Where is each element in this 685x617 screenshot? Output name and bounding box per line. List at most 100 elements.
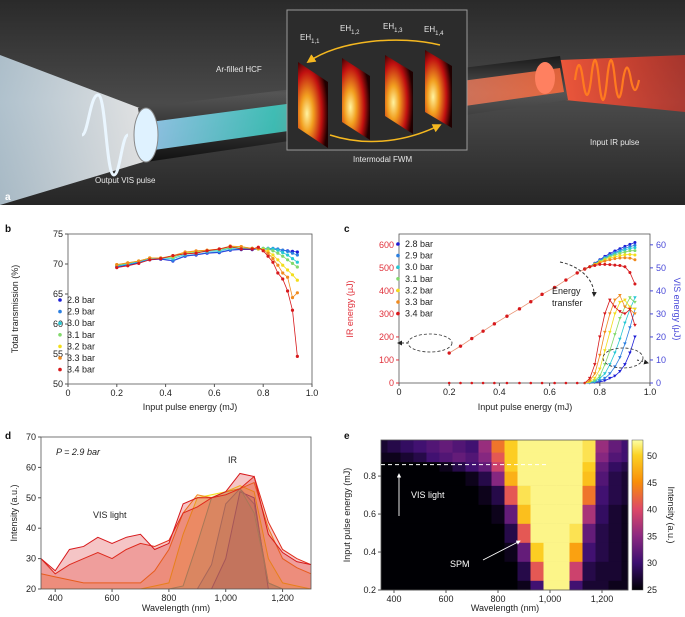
vis-data-point [587, 379, 592, 383]
ir-data-point [492, 322, 497, 326]
heatmap-cell [439, 471, 453, 486]
y-tick-label: 40 [26, 523, 36, 533]
heatmap-cell [621, 542, 629, 562]
heatmap-cell [387, 542, 401, 562]
heatmap-cell [491, 461, 505, 472]
heatmap-cell [608, 561, 622, 581]
output-beam [0, 55, 150, 205]
heatmap-cell [400, 440, 414, 453]
heatmap-cell [491, 561, 505, 581]
heatmap-cell [465, 440, 479, 453]
vis-data-point [613, 374, 617, 378]
heatmap-cell [465, 504, 479, 524]
vis-data-point [603, 330, 607, 334]
heatmap-cell [400, 504, 414, 524]
colorbar [631, 439, 644, 591]
data-point [171, 254, 175, 258]
heatmap-cell [569, 504, 583, 524]
data-point [286, 289, 290, 293]
heatmap-cell [621, 504, 629, 524]
vis-data-point [618, 300, 622, 304]
ir-data-point [598, 262, 602, 266]
ir-data-point [458, 344, 463, 348]
d-annotation-ir: IR [228, 455, 238, 465]
heatmap-cell [556, 561, 570, 581]
heatmap-cell [400, 561, 414, 581]
vis-data-point [592, 379, 597, 383]
ir-data-point [628, 247, 632, 251]
heatmap-cell [595, 471, 609, 486]
heatmap-cell [582, 561, 596, 581]
c-xlabel: Input pulse energy (mJ) [478, 402, 573, 412]
legend-label: 3.0 bar [67, 318, 95, 328]
vis-data-point [608, 376, 612, 380]
heatmap-cell [543, 542, 557, 562]
c-ylabel-left: IR energy (μJ) [345, 280, 355, 337]
vis-data-point [540, 381, 544, 385]
heatmap-cell [413, 461, 427, 472]
x-tick-label: 1,200 [591, 594, 614, 604]
heatmap-cell [595, 504, 609, 524]
ir-data-point [628, 242, 632, 246]
ir-data-point [618, 251, 622, 255]
heatmap-cell [439, 440, 453, 453]
heatmap-cell [381, 461, 388, 472]
heatmap-cell [517, 504, 531, 524]
data-point [290, 251, 295, 255]
heatmap-cell [595, 542, 609, 562]
heatmap-cell [621, 440, 629, 453]
x-tick-label: 0.8 [257, 388, 270, 398]
legend-marker [396, 311, 400, 316]
heatmap-cell [569, 471, 583, 486]
heatmap-cell [582, 440, 596, 453]
vis-data-point [608, 349, 612, 353]
ir-data-point [608, 258, 612, 262]
heatmap-cell [413, 440, 427, 453]
heatmap-cell [504, 485, 518, 505]
heatmap-cell [381, 523, 388, 543]
legend-marker [58, 298, 62, 302]
data-point [271, 253, 275, 257]
mode-eh14 [425, 50, 452, 128]
heatmap-cell [582, 542, 596, 562]
ir-data-point [505, 314, 509, 318]
panel-letter-a: a [5, 192, 11, 203]
y-tick-label: 75 [53, 229, 63, 239]
heatmap-cell [452, 440, 466, 453]
ir-data-point [633, 243, 637, 247]
heatmap-cell [381, 471, 388, 486]
y-right-tick-label: 20 [656, 332, 666, 342]
x-tick-label: 400 [386, 594, 401, 604]
heatmap-cell [582, 504, 596, 524]
spectrum-fill [41, 485, 311, 589]
vis-data-point [623, 321, 627, 325]
heatmap-cell [413, 580, 427, 591]
spectrum-line [41, 488, 311, 589]
heatmap-cell [556, 485, 570, 505]
legend-label: 3.3 bar [67, 353, 95, 363]
series-line-3-4-bar [116, 246, 298, 357]
data-point [276, 258, 280, 262]
heatmap-cell [400, 471, 414, 486]
heatmap-cell [413, 523, 427, 543]
heatmap-cell [569, 523, 583, 543]
fiber-label: Ar-filled HCF [216, 65, 262, 74]
vis-data-point [608, 363, 612, 367]
heatmap-cell [387, 440, 401, 453]
heatmap-cell [543, 580, 557, 591]
heatmap-cell [452, 452, 466, 463]
heatmap-cell [426, 452, 440, 463]
heatmap-cell [426, 461, 440, 472]
heatmap-cell [569, 580, 583, 591]
spectrum-fill [41, 476, 311, 589]
legend-marker [58, 356, 62, 360]
vis-data-point [470, 381, 474, 385]
heatmap-cell [517, 471, 531, 486]
spectra-group [41, 472, 311, 589]
vis-data-point [575, 381, 579, 385]
vis-data-point [633, 323, 637, 327]
vis-data-point [564, 381, 568, 385]
data-point [295, 260, 299, 264]
data-point [281, 254, 285, 258]
